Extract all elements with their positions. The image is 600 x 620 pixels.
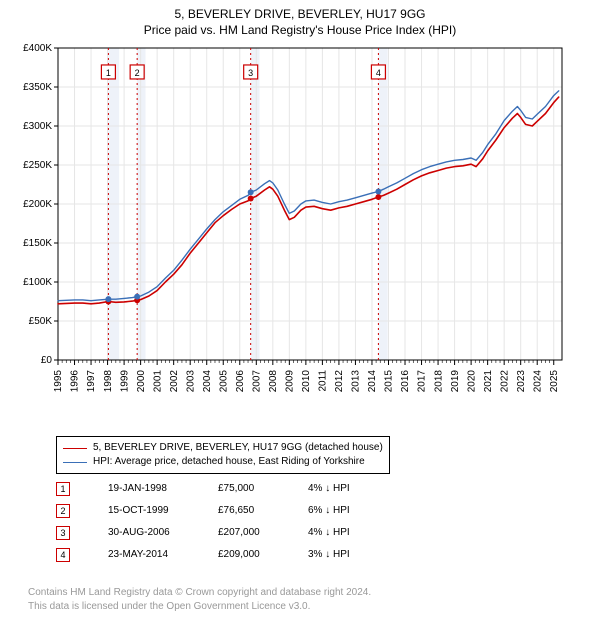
sale-marker-box: 2 bbox=[56, 504, 70, 518]
sales-table: 1 19-JAN-1998£75,0004% ↓ HPI 2 15-OCT-1999£… bbox=[56, 478, 398, 566]
legend-row-2: HPI: Average price, detached house, East… bbox=[63, 455, 383, 469]
sales-row: 3 30-AUG-2006£207,0004% ↓ HPI bbox=[56, 522, 398, 544]
svg-text:2015: 2015 bbox=[384, 370, 395, 393]
svg-text:2016: 2016 bbox=[400, 370, 411, 393]
svg-text:£200K: £200K bbox=[23, 199, 52, 210]
sale-diff: 4% ↓ HPI bbox=[308, 522, 398, 544]
chart-area: £0 £50K £100K £150K £200K £250K £300K £350K £400… bbox=[10, 42, 570, 422]
sales-row: 2 15-OCT-1999£76,6506% ↓ HPI bbox=[56, 500, 398, 522]
svg-text:1995: 1995 bbox=[53, 370, 64, 393]
svg-text:1998: 1998 bbox=[103, 370, 114, 393]
svg-text:2006: 2006 bbox=[235, 370, 246, 393]
svg-text:2023: 2023 bbox=[516, 370, 527, 393]
svg-text:2022: 2022 bbox=[499, 370, 510, 393]
sale-diff: 6% ↓ HPI bbox=[308, 500, 398, 522]
chart-root: { "image": { "width": 600, "height": 620… bbox=[0, 0, 600, 620]
svg-text:2013: 2013 bbox=[351, 370, 362, 393]
svg-text:1: 1 bbox=[106, 68, 111, 78]
sales-row: 4 23-MAY-2014£209,0003% ↓ HPI bbox=[56, 544, 398, 566]
svg-text:£250K: £250K bbox=[23, 160, 52, 171]
svg-text:2019: 2019 bbox=[450, 370, 461, 393]
chart-svg: £0 £50K £100K £150K £200K £250K £300K £350K £400… bbox=[10, 42, 570, 422]
sale-date: 23-MAY-2014 bbox=[108, 544, 218, 566]
svg-text:1999: 1999 bbox=[119, 370, 130, 393]
title-line2: Price paid vs. HM Land Registry's House … bbox=[0, 22, 600, 38]
sale-marker-box: 1 bbox=[56, 482, 70, 496]
svg-text:4: 4 bbox=[376, 68, 381, 78]
svg-text:2020: 2020 bbox=[466, 370, 477, 393]
svg-text:2003: 2003 bbox=[185, 370, 196, 393]
legend-swatch-2 bbox=[63, 462, 87, 463]
svg-text:£50K: £50K bbox=[29, 316, 53, 327]
svg-text:1997: 1997 bbox=[86, 370, 97, 393]
svg-text:2011: 2011 bbox=[318, 370, 329, 392]
svg-text:1996: 1996 bbox=[70, 370, 81, 393]
legend-label-1: 5, BEVERLEY DRIVE, BEVERLEY, HU17 9GG (d… bbox=[93, 441, 383, 455]
legend-swatch-1 bbox=[63, 448, 87, 449]
svg-text:2000: 2000 bbox=[136, 370, 147, 393]
svg-text:2009: 2009 bbox=[285, 370, 296, 393]
svg-text:2021: 2021 bbox=[483, 370, 494, 393]
svg-text:2004: 2004 bbox=[202, 370, 213, 393]
svg-text:2005: 2005 bbox=[218, 370, 229, 393]
svg-text:2007: 2007 bbox=[251, 370, 262, 393]
svg-text:2: 2 bbox=[135, 68, 140, 78]
legend-label-2: HPI: Average price, detached house, East… bbox=[93, 455, 365, 469]
svg-text:2025: 2025 bbox=[549, 370, 560, 393]
svg-text:£100K: £100K bbox=[23, 277, 52, 288]
svg-text:2012: 2012 bbox=[334, 370, 345, 393]
svg-text:£150K: £150K bbox=[23, 238, 52, 249]
svg-text:£300K: £300K bbox=[23, 121, 52, 132]
sale-price: £76,650 bbox=[218, 500, 308, 522]
footer: Contains HM Land Registry data © Crown c… bbox=[28, 586, 371, 614]
svg-text:£400K: £400K bbox=[23, 43, 52, 54]
sale-date: 19-JAN-1998 bbox=[108, 478, 218, 500]
footer-line2: This data is licensed under the Open Gov… bbox=[28, 600, 371, 614]
sale-price: £207,000 bbox=[218, 522, 308, 544]
sale-date: 30-AUG-2006 bbox=[108, 522, 218, 544]
svg-text:2001: 2001 bbox=[152, 370, 163, 393]
svg-text:2018: 2018 bbox=[433, 370, 444, 393]
sale-price: £75,000 bbox=[218, 478, 308, 500]
sale-marker-box: 4 bbox=[56, 548, 70, 562]
svg-text:2008: 2008 bbox=[268, 370, 279, 393]
legend-row-1: 5, BEVERLEY DRIVE, BEVERLEY, HU17 9GG (d… bbox=[63, 441, 383, 455]
svg-text:2002: 2002 bbox=[169, 370, 180, 393]
svg-text:3: 3 bbox=[248, 68, 253, 78]
sale-date: 15-OCT-1999 bbox=[108, 500, 218, 522]
sale-diff: 3% ↓ HPI bbox=[308, 544, 398, 566]
svg-text:£0: £0 bbox=[41, 355, 53, 366]
sales-row: 1 19-JAN-1998£75,0004% ↓ HPI bbox=[56, 478, 398, 500]
sale-diff: 4% ↓ HPI bbox=[308, 478, 398, 500]
legend: 5, BEVERLEY DRIVE, BEVERLEY, HU17 9GG (d… bbox=[56, 436, 390, 474]
sale-price: £209,000 bbox=[218, 544, 308, 566]
footer-line1: Contains HM Land Registry data © Crown c… bbox=[28, 586, 371, 600]
svg-text:£350K: £350K bbox=[23, 82, 52, 93]
svg-text:2010: 2010 bbox=[301, 370, 312, 393]
title-line1: 5, BEVERLEY DRIVE, BEVERLEY, HU17 9GG bbox=[0, 6, 600, 22]
svg-text:2024: 2024 bbox=[532, 370, 543, 393]
svg-text:2017: 2017 bbox=[417, 370, 428, 393]
svg-text:2014: 2014 bbox=[367, 370, 378, 393]
sale-marker-box: 3 bbox=[56, 526, 70, 540]
chart-title: 5, BEVERLEY DRIVE, BEVERLEY, HU17 9GG Pr… bbox=[0, 0, 600, 38]
